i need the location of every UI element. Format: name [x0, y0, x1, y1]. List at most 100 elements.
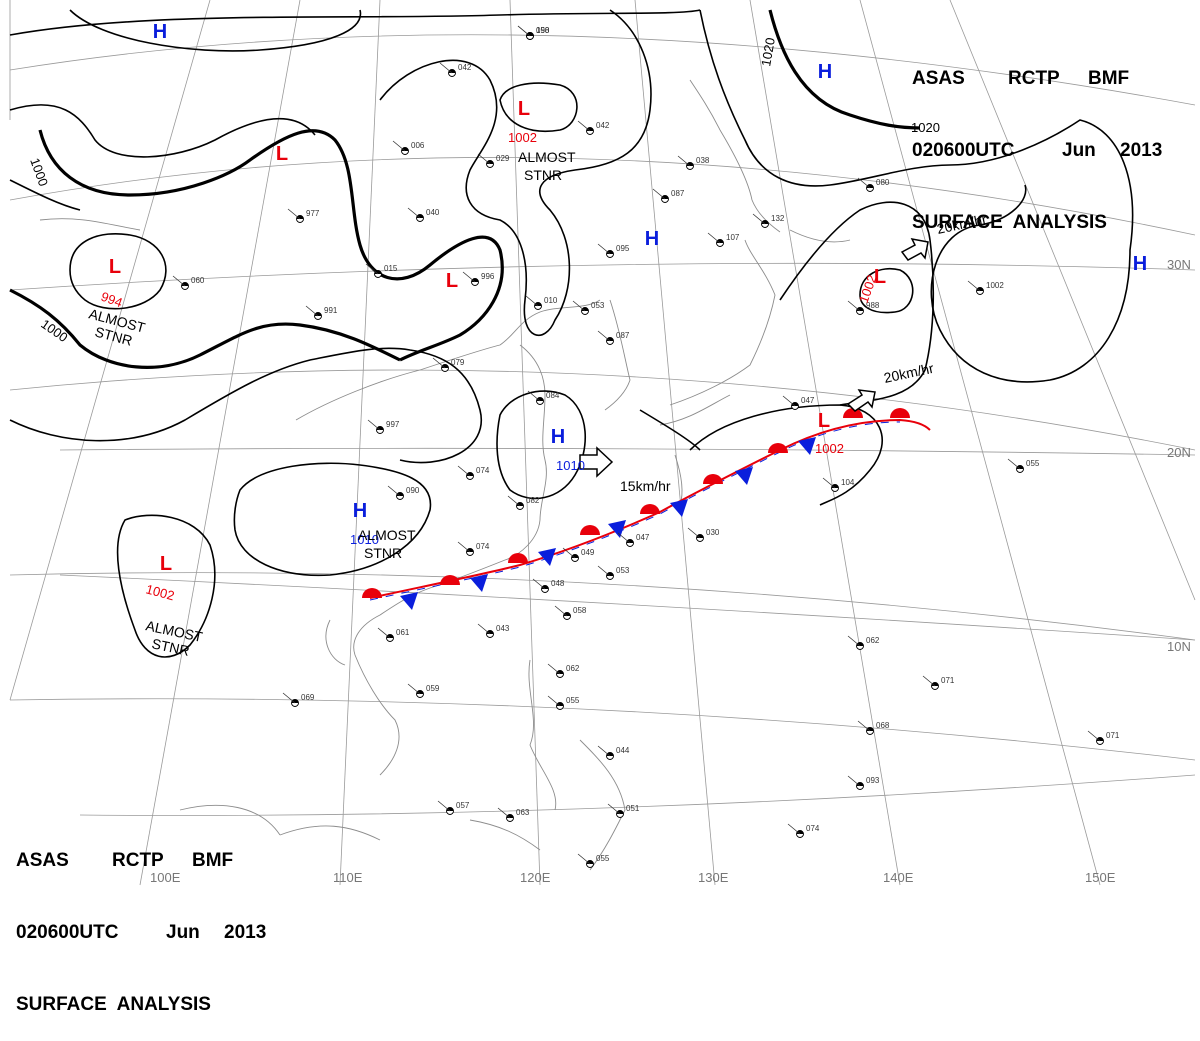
- station-cloud-mark: [716, 239, 724, 243]
- station-pressure: 068: [876, 721, 890, 730]
- isobar-label: 1020: [911, 120, 940, 135]
- high-pressure-label: H: [353, 500, 367, 522]
- station-cloud-mark: [831, 484, 839, 488]
- almost-stnr-label: ALMOST: [518, 149, 576, 165]
- station-wind-barb: [547, 695, 561, 707]
- station-pressure: 104: [841, 478, 855, 487]
- station-pressure: 051: [626, 804, 640, 813]
- station-pressure: 071: [1106, 731, 1120, 740]
- station-pressure: 061: [396, 628, 410, 637]
- station-wind-barb: [922, 675, 936, 687]
- station-pressure: 058: [573, 606, 587, 615]
- longitude-label: 150E: [1085, 870, 1116, 885]
- station-cloud-mark: [1016, 465, 1024, 469]
- station-cloud-mark: [536, 397, 544, 401]
- warm-front-semicircle: [890, 408, 910, 418]
- station-pressure: 060: [191, 276, 205, 285]
- station-cloud-mark: [686, 162, 694, 166]
- station-wind-barb: [525, 295, 539, 307]
- station-cloud-mark: [314, 312, 322, 316]
- speed-label: 20km/hr: [882, 360, 935, 386]
- station-wind-barb: [305, 305, 319, 317]
- station-pressure: 044: [616, 746, 630, 755]
- station-pressure: 090: [406, 486, 420, 495]
- station-wind-barb: [857, 177, 871, 189]
- movement-arrow-icon: [579, 446, 614, 478]
- station-wind-barb: [597, 745, 611, 757]
- station-cloud-mark: [796, 830, 804, 834]
- station-cloud-mark: [696, 534, 704, 538]
- station-cloud-mark: [416, 690, 424, 694]
- high-pressure-label: H: [551, 426, 565, 448]
- station-pressure: 055: [566, 696, 580, 705]
- header-time: 020600UTC: [16, 922, 119, 943]
- station-pressure: 047: [801, 396, 815, 405]
- station-pressure: 057: [456, 801, 470, 810]
- station-wind-barb: [432, 357, 446, 369]
- station-cloud-mark: [571, 554, 579, 558]
- station-wind-barb: [457, 465, 471, 477]
- high-pressure-label: H: [645, 228, 659, 250]
- almost-stnr-label: STNR: [524, 167, 562, 183]
- header-top-right: ASAS RCTP BMF 020600UTC Jun 2013 SURFACE ANA…: [912, 19, 1162, 259]
- station-wind-barb: [407, 207, 421, 219]
- station-pressure: 074: [806, 824, 820, 833]
- station-wind-barb: [752, 213, 766, 225]
- station-pressure: 093: [866, 776, 880, 785]
- station-wind-barb: [407, 683, 421, 695]
- cold-front-triangle: [735, 467, 753, 485]
- latitude-label: 20N: [1167, 445, 1191, 460]
- isobar-label: 1020: [758, 36, 778, 67]
- station-wind-barb: [477, 153, 491, 165]
- station-wind-barb: [172, 275, 186, 287]
- station-pressure: 047: [636, 533, 650, 542]
- station-wind-barb: [497, 807, 511, 819]
- isobar-label: 1000: [27, 156, 51, 188]
- station-cloud-mark: [416, 214, 424, 218]
- station-cloud-mark: [856, 782, 864, 786]
- station-wind-barb: [847, 635, 861, 647]
- warm-front-semicircle: [508, 553, 528, 563]
- station-pressure: 055: [596, 854, 610, 863]
- station-cloud-mark: [866, 727, 874, 731]
- station-pressure: 069: [301, 693, 315, 702]
- station-pressure: 988: [866, 301, 880, 310]
- station-cloud-mark: [661, 195, 669, 199]
- weather-map: 058 042 042 006 029 040 015 996 991 010 053 087 095 0…: [9, 0, 1196, 886]
- pressure-value: 1002: [508, 130, 537, 145]
- header-center: BMF: [192, 850, 234, 871]
- station-pressure: 042: [458, 63, 472, 72]
- low-pressure-label: L: [518, 98, 530, 120]
- station-wind-barb: [607, 803, 621, 815]
- station-cloud-mark: [446, 807, 454, 811]
- warm-front-semicircle: [362, 588, 382, 598]
- latitude-labels: 30N 20N 10N: [1167, 257, 1191, 654]
- longitude-label: 130E: [698, 870, 729, 885]
- station-wind-barb: [822, 477, 836, 489]
- station-cloud-mark: [516, 502, 524, 506]
- station-pressure: 132: [771, 214, 785, 223]
- warm-front-semicircle: [843, 408, 863, 418]
- station-pressure: 074: [476, 466, 490, 475]
- station-pressure: 082: [526, 496, 540, 505]
- station-pressure: 055: [1026, 459, 1040, 468]
- warm-front-semicircle: [580, 525, 600, 535]
- header-title: SURFACE ANALYSIS: [16, 994, 211, 1015]
- station-pressure: 053: [591, 301, 605, 310]
- almost-stnr-label: ALMOST: [358, 527, 416, 543]
- pressure-value: 1010: [556, 458, 585, 473]
- header-title: SURFACE ANALYSIS: [912, 212, 1107, 233]
- station-cloud-mark: [486, 630, 494, 634]
- station-cloud-mark: [606, 752, 614, 756]
- station-pressure: 062: [866, 636, 880, 645]
- station-pressure: 029: [496, 154, 510, 163]
- station-plots: 058 042 042 006 029 040 015 996 991 010 053 087 095 0…: [172, 25, 1120, 868]
- station-cloud-mark: [856, 307, 864, 311]
- header-product: ASAS: [16, 850, 69, 871]
- station-pressure: 977: [306, 209, 320, 218]
- station-cloud-mark: [616, 810, 624, 814]
- isobar-label: 1000: [38, 316, 70, 345]
- cold-front-triangle: [400, 592, 418, 610]
- station-wind-barb: [707, 232, 721, 244]
